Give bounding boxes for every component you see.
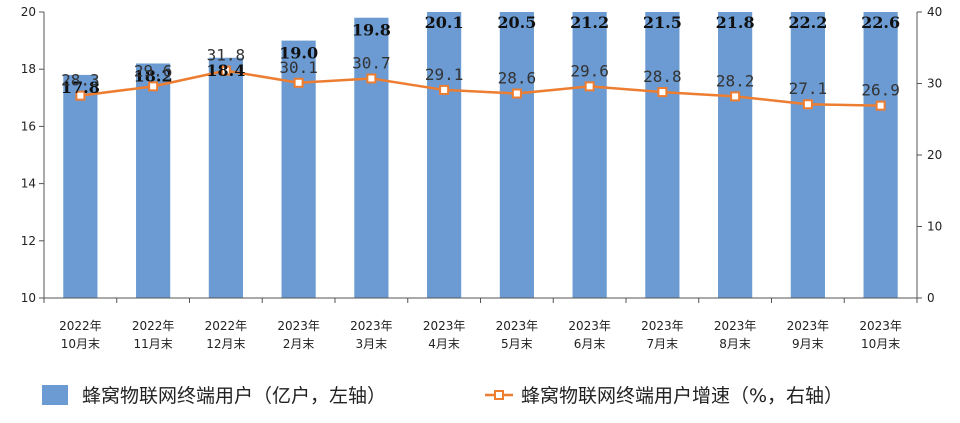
line-layer: [75, 65, 886, 111]
growth-value-label: 28.2: [716, 71, 755, 90]
x-tick-label: 9月末: [792, 337, 824, 351]
bar-value-label: 22.6: [861, 13, 900, 32]
x-tick-label: 2023年: [859, 319, 902, 333]
growth-value-label: 28.8: [643, 67, 682, 86]
legend-line-label: 蜂窝物联网终端用户增速（%，右轴）: [521, 385, 843, 407]
legend-line-marker: [494, 390, 504, 400]
y-right-tick-label: 30: [927, 77, 942, 91]
y-left-tick-label: 10: [21, 291, 36, 305]
x-tick-label: 3月末: [356, 337, 388, 351]
bar: [354, 17, 389, 298]
bar-value-label: 19.8: [352, 21, 391, 40]
y-left-tick-label: 18: [21, 62, 36, 76]
y-left-tick-label: 20: [21, 5, 36, 19]
x-tick-label: 2023年: [496, 319, 539, 333]
y-right-tick-label: 40: [927, 5, 942, 19]
x-tick-label: 10月末: [61, 337, 100, 351]
growth-point: [584, 81, 595, 92]
bar-value-label: 21.2: [570, 13, 609, 32]
legend-bar-label: 蜂窝物联网终端用户（亿户，左轴）: [82, 385, 386, 407]
y-left-tick-label: 14: [21, 177, 36, 191]
growth-point: [511, 88, 522, 99]
growth-point: [439, 84, 450, 95]
bars-layer: [63, 12, 898, 299]
x-tick-label: 2023年: [787, 319, 830, 333]
growth-point: [657, 87, 668, 98]
y-right-tick-label: 0: [927, 291, 935, 305]
x-tick-label: 10月末: [861, 337, 900, 351]
y-left-tick-label: 12: [21, 234, 36, 248]
x-tick-label: 7月末: [647, 337, 679, 351]
x-tick-label: 11月末: [133, 337, 172, 351]
growth-point: [293, 77, 304, 88]
growth-line: [80, 69, 881, 107]
bar: [208, 57, 243, 299]
bar: [790, 12, 825, 298]
x-tick-label: 8月末: [719, 337, 751, 351]
bar-value-label: 21.8: [716, 13, 755, 32]
x-tick-label: 2023年: [641, 319, 684, 333]
y-right-tick-label: 10: [927, 220, 942, 234]
x-tick-label: 2023年: [423, 319, 466, 333]
x-tick-label: 2022年: [59, 319, 102, 333]
x-tick-label: 12月末: [206, 337, 245, 351]
growth-value-label: 30.1: [279, 58, 318, 77]
x-tick-label: 2022年: [132, 319, 175, 333]
growth-value-label: 29.6: [570, 61, 609, 80]
growth-point: [875, 100, 886, 111]
growth-point: [75, 90, 86, 101]
x-tick-label: 2023年: [568, 319, 611, 333]
x-tick-label: 2月末: [283, 337, 315, 351]
bar-value-label: 18.2: [134, 66, 173, 85]
bar-value-label: 19.0: [279, 44, 318, 63]
growth-point: [148, 81, 159, 92]
legend: 蜂窝物联网终端用户（亿户，左轴） 蜂窝物联网终端用户增速（%，右轴）: [42, 385, 843, 407]
bar-value-label: 17.8: [61, 78, 100, 97]
x-tick-label: 2023年: [350, 319, 393, 333]
x-tick-label: 2022年: [205, 319, 248, 333]
bar-value-label: 20.5: [497, 13, 536, 32]
growth-value-label: 28.6: [498, 69, 537, 88]
legend-bar-swatch: [42, 385, 68, 405]
x-tick-label: 2023年: [714, 319, 757, 333]
bar-value-label: 18.4: [206, 61, 245, 80]
bar: [499, 12, 534, 298]
bar: [863, 12, 898, 298]
x-tick-label: 2023年: [277, 319, 320, 333]
growth-value-label: 29.1: [425, 65, 464, 84]
bar-value-label: 21.5: [643, 13, 682, 32]
bar: [572, 12, 607, 298]
growth-value-label: 30.7: [352, 53, 391, 72]
growth-value-label: 28.3: [61, 71, 100, 90]
x-tick-label: 6月末: [574, 337, 606, 351]
bar: [718, 12, 753, 298]
bar-value-label: 22.2: [788, 13, 827, 32]
x-tick-label: 4月末: [428, 337, 460, 351]
bar: [136, 63, 171, 299]
bar: [645, 12, 680, 298]
axes-layer: 10 12 14 16 18 20 0 10 20 30 40 2022年 10月末 2022年 11月末 2…: [21, 5, 943, 351]
growth-value-label: 26.9: [861, 81, 900, 100]
bar: [427, 12, 462, 298]
labels-layer: 17.8 18.2 18.4 19.0 19.8 20.1 20.5 21.2 21.5 21.8…: [61, 13, 900, 100]
growth-value-label: 29.6: [134, 61, 173, 80]
bar-value-label: 20.1: [425, 13, 464, 32]
y-left-tick-label: 16: [21, 119, 36, 133]
x-tick-label: 5月末: [501, 337, 533, 351]
growth-value-label: 27.1: [789, 79, 828, 98]
bar: [63, 74, 98, 298]
growth-point: [730, 91, 741, 102]
growth-point: [220, 65, 231, 76]
growth-point: [802, 99, 813, 110]
y-right-tick-label: 20: [927, 148, 942, 162]
growth-value-label: 31.8: [207, 46, 246, 65]
growth-point: [366, 73, 377, 84]
